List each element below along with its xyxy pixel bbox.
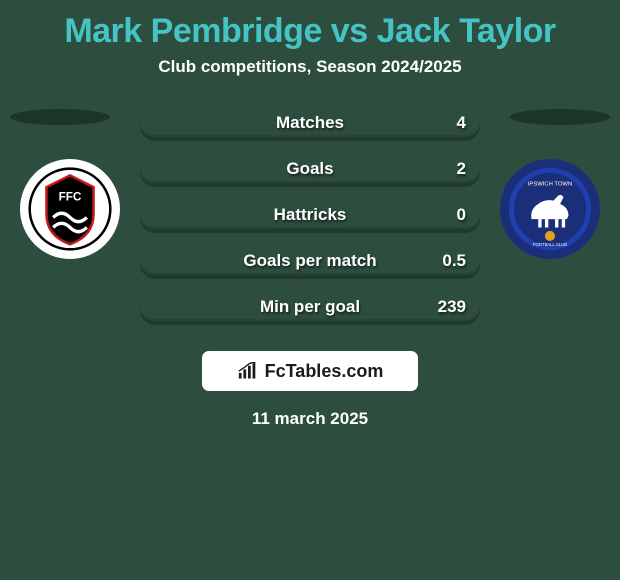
svg-text:FFC: FFC <box>59 191 82 204</box>
crest-left-shadow <box>10 109 110 125</box>
stat-bar-goals: Goals 2 <box>140 155 480 185</box>
crest-right: IPSWICH TOWN FOOTBALL CLUB <box>500 159 600 259</box>
stat-bars: Matches 4 Goals 2 Hattricks 0 Goals per … <box>140 109 480 339</box>
subtitle: Club competitions, Season 2024/2025 <box>0 57 620 77</box>
stat-bar-min-per-goal: Min per goal 239 <box>140 293 480 323</box>
stat-right-value: 4 <box>457 113 466 133</box>
stat-right-value: 2 <box>457 159 466 179</box>
crest-left: FFC <box>20 159 120 259</box>
stat-right-value: 0 <box>457 205 466 225</box>
svg-text:FOOTBALL CLUB: FOOTBALL CLUB <box>533 242 567 247</box>
stat-label: Min per goal <box>260 297 360 317</box>
stat-right-value: 0.5 <box>442 251 466 271</box>
bars-chart-icon <box>237 362 259 380</box>
stat-bar-hattricks: Hattricks 0 <box>140 201 480 231</box>
page-title: Mark Pembridge vs Jack Taylor <box>0 0 620 51</box>
brand-badge: FcTables.com <box>202 351 418 391</box>
fulham-crest-icon: FFC <box>28 167 112 251</box>
ipswich-crest-icon: IPSWICH TOWN FOOTBALL CLUB <box>508 167 592 251</box>
stat-label: Matches <box>276 113 344 133</box>
date-label: 11 march 2025 <box>0 409 620 429</box>
stat-label: Goals per match <box>243 251 376 271</box>
svg-text:IPSWICH TOWN: IPSWICH TOWN <box>528 181 572 187</box>
stat-label: Goals <box>286 159 333 179</box>
crest-right-shadow <box>510 109 610 125</box>
comparison-main: FFC IPSWICH TOWN FOOTBALL CLUB <box>0 109 620 339</box>
brand-text: FcTables.com <box>265 361 384 382</box>
stat-bar-goals-per-match: Goals per match 0.5 <box>140 247 480 277</box>
stat-right-value: 239 <box>438 297 466 317</box>
stat-bar-matches: Matches 4 <box>140 109 480 139</box>
comparison-infographic: Mark Pembridge vs Jack Taylor Club compe… <box>0 0 620 580</box>
stat-label: Hattricks <box>274 205 347 225</box>
